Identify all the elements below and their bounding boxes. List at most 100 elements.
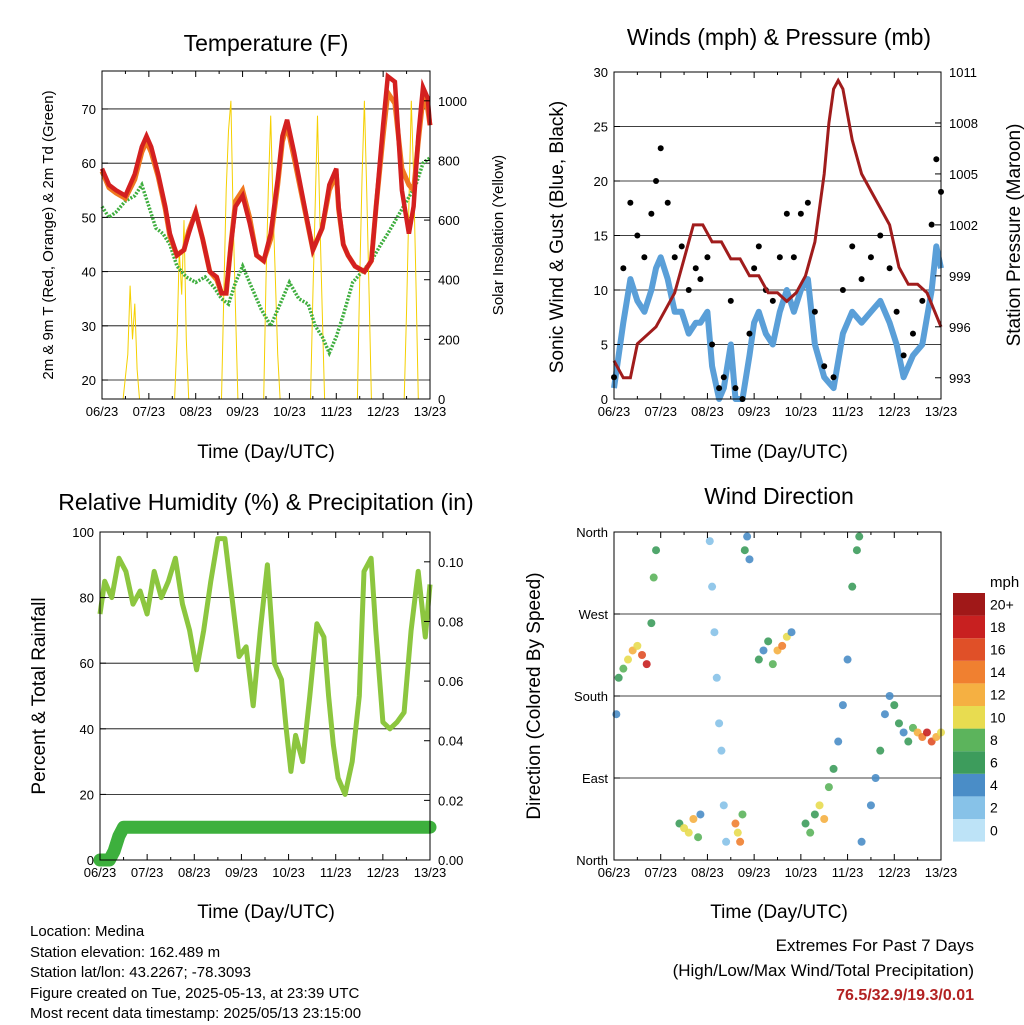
direction-point <box>855 532 864 541</box>
station-location: Location: Medina <box>30 923 145 940</box>
direction-point <box>871 774 880 782</box>
y-tick-label: 20 <box>80 787 94 802</box>
direction-point <box>705 537 714 546</box>
gust-point <box>909 330 916 337</box>
winds-xlabel: Time (Day/UTC) <box>710 442 848 463</box>
direction-tick-label: South <box>574 689 608 704</box>
direction-point <box>922 728 931 737</box>
y-tick-label: 40 <box>80 722 94 737</box>
gust-point <box>928 221 935 228</box>
x-tick-label: 07/23 <box>644 404 677 419</box>
x-tick-label: 08/23 <box>179 404 212 419</box>
colorbar-label: 18 <box>990 619 1006 635</box>
y-right-tick-label: 1008 <box>949 116 978 131</box>
direction-point <box>652 546 661 555</box>
colorbar-swatch <box>953 751 985 774</box>
direction-xlabel: Time (Day/UTC) <box>710 902 848 923</box>
colorbar-label: 16 <box>990 642 1006 658</box>
humidity-axes: 06/23 07/23 08/23 09/23 10/23 11/23 12/23 13/23… <box>72 525 463 880</box>
gust-point <box>877 232 884 239</box>
gust-point <box>755 243 762 250</box>
gust-point <box>671 254 678 261</box>
x-tick-label: 12/23 <box>367 404 400 419</box>
direction-point <box>778 641 787 650</box>
x-tick-label: 08/23 <box>691 865 724 880</box>
temperature-xlabel: Time (Day/UTC) <box>197 442 335 463</box>
gust-point <box>648 210 655 217</box>
colorbar-swatch <box>953 706 985 729</box>
relative-humidity-line <box>97 536 433 797</box>
gust-point <box>634 232 641 239</box>
x-tick-label: 12/23 <box>878 404 911 419</box>
gust-point <box>849 243 856 250</box>
colorbar-swatch <box>953 593 985 616</box>
x-tick-label: 13/23 <box>925 865 958 880</box>
y-right-tick-label: 1002 <box>949 218 978 233</box>
colorbar-swatch <box>953 728 985 752</box>
temperature-plot-frame <box>101 70 431 400</box>
gust-point <box>697 276 704 283</box>
y-right-tick-label: 0.02 <box>438 793 463 808</box>
station-pressure-line <box>612 77 943 380</box>
temperature-ylabel: 2m & 9m T (Red, Orange) & 2m Td (Green) <box>40 90 57 379</box>
direction-point <box>787 628 796 637</box>
temperature-title: Temperature (F) <box>184 30 349 56</box>
gust-point <box>790 254 797 261</box>
x-tick-label: 09/23 <box>738 404 771 419</box>
gust-point <box>678 243 685 250</box>
direction-point <box>722 837 731 846</box>
y-tick-label: 60 <box>80 656 94 671</box>
direction-point <box>736 837 745 846</box>
direction-point <box>733 828 742 837</box>
x-tick-label: 08/23 <box>691 404 724 419</box>
x-tick-label: 13/23 <box>414 865 447 880</box>
direction-point <box>848 582 857 591</box>
y-tick-label: 0 <box>601 392 608 407</box>
x-tick-label: 10/23 <box>272 865 305 880</box>
colorbar-label: 8 <box>990 732 998 748</box>
data-timestamp: Most recent data timestamp: 2025/05/13 2… <box>30 1005 362 1022</box>
gust-point <box>716 385 723 392</box>
precipitation-total-line <box>93 820 437 867</box>
humidity-title: Relative Humidity (%) & Precipitation (i… <box>58 489 473 515</box>
x-tick-label: 12/23 <box>878 865 911 880</box>
gust-point <box>704 254 711 261</box>
direction-point <box>857 837 866 846</box>
gust-point <box>919 297 926 304</box>
gust-point <box>641 254 648 261</box>
direction-point <box>719 801 728 810</box>
direction-point <box>715 719 724 728</box>
gust-point <box>867 254 874 261</box>
direction-point <box>684 828 693 837</box>
gust-point <box>620 265 627 272</box>
direction-point <box>834 737 843 746</box>
colorbar-label: 14 <box>990 664 1006 680</box>
direction-point <box>712 673 721 682</box>
gust-point <box>830 374 837 381</box>
y-tick-label: 60 <box>82 156 96 171</box>
gust-point <box>893 308 900 315</box>
y-tick-label: 50 <box>82 210 96 225</box>
x-tick-label: 07/23 <box>131 865 164 880</box>
winds-ylabel: Sonic Wind & Gust (Blue, Black) <box>547 101 568 373</box>
station-elevation: Station elevation: 162.489 m <box>30 943 221 961</box>
gust-point <box>886 265 893 272</box>
x-tick-label: 09/23 <box>738 865 771 880</box>
y-right-tick-label: 0.08 <box>438 614 463 629</box>
y-right-tick-label: 800 <box>438 153 460 168</box>
colorbar-swatch <box>953 683 985 706</box>
sonic-wind-line <box>611 243 944 402</box>
colorbar-label: 2 <box>990 800 998 816</box>
colorbar-label: 12 <box>990 687 1006 703</box>
x-tick-label: 07/23 <box>644 865 677 880</box>
colorbar-label: 6 <box>990 755 998 771</box>
gust-point <box>769 297 776 304</box>
y-tick-label: 100 <box>72 525 94 540</box>
x-tick-label: 13/23 <box>414 404 447 419</box>
y-tick-label: 0 <box>87 853 94 868</box>
direction-series <box>612 532 945 846</box>
x-tick-label: 11/23 <box>832 865 864 880</box>
x-tick-label: 10/23 <box>273 404 306 419</box>
direction-tick-label: West <box>579 607 609 622</box>
direction-point <box>810 810 819 819</box>
